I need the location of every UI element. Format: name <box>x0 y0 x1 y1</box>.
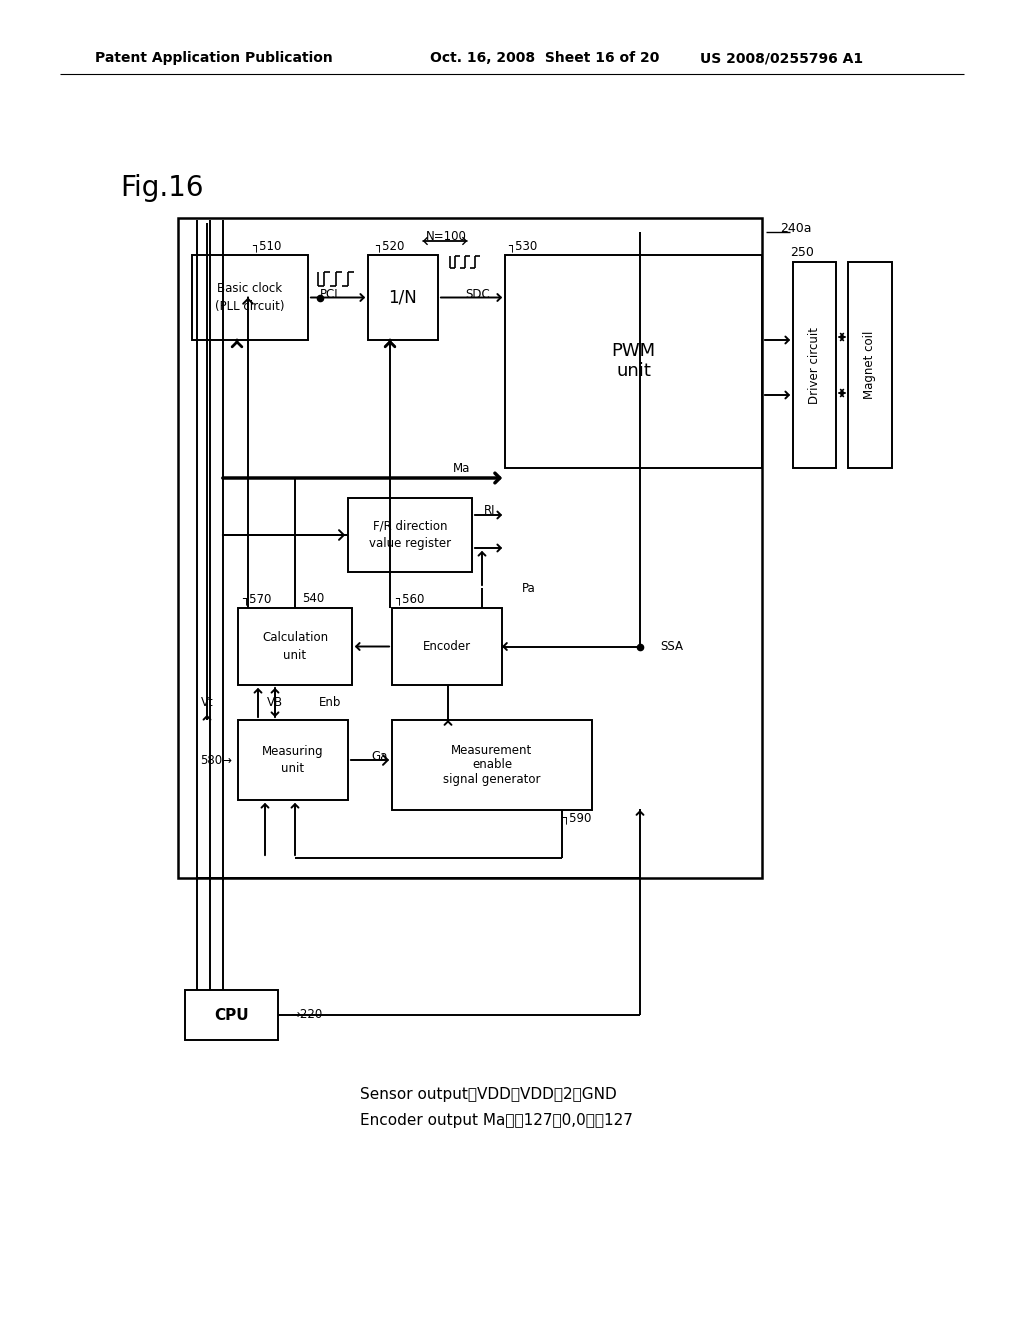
Text: RI: RI <box>484 503 496 516</box>
Text: 1/N: 1/N <box>389 289 418 306</box>
Text: PWM: PWM <box>611 342 655 360</box>
Text: Encoder output Ma：＋127～0,0～－127: Encoder output Ma：＋127～0,0～－127 <box>360 1113 633 1127</box>
Text: SSA: SSA <box>660 640 683 653</box>
Text: Basic clock: Basic clock <box>217 282 283 294</box>
Text: ┐510: ┐510 <box>252 239 282 252</box>
Bar <box>848 261 892 469</box>
Text: Sensor output：VDD～VDD／2～GND: Sensor output：VDD～VDD／2～GND <box>360 1088 616 1102</box>
Text: CPU: CPU <box>214 1007 249 1023</box>
Bar <box>185 990 278 1040</box>
Bar <box>238 719 348 800</box>
Text: →220: →220 <box>290 1008 323 1022</box>
Bar <box>193 255 308 341</box>
Text: US 2008/0255796 A1: US 2008/0255796 A1 <box>700 51 863 65</box>
Bar <box>178 218 762 878</box>
Text: SDC: SDC <box>466 288 490 301</box>
Text: Oct. 16, 2008  Sheet 16 of 20: Oct. 16, 2008 Sheet 16 of 20 <box>430 51 659 65</box>
Text: Patent Application Publication: Patent Application Publication <box>95 51 333 65</box>
Text: Measuring: Measuring <box>262 744 324 758</box>
Text: (PLL circuit): (PLL circuit) <box>215 300 285 313</box>
Text: Fig.16: Fig.16 <box>120 174 204 202</box>
Text: unit: unit <box>284 649 306 663</box>
Bar <box>238 609 352 685</box>
Text: 580→: 580→ <box>200 754 232 767</box>
Text: signal generator: signal generator <box>443 772 541 785</box>
Text: Ga: Ga <box>372 750 388 763</box>
Text: 540: 540 <box>302 593 325 606</box>
Text: ┐560: ┐560 <box>395 593 424 606</box>
Text: VB: VB <box>267 696 283 709</box>
Text: value register: value register <box>369 537 451 550</box>
Text: ┐570: ┐570 <box>242 593 271 606</box>
Text: enable: enable <box>472 759 512 771</box>
Text: Encoder: Encoder <box>423 640 471 653</box>
Text: ┐520: ┐520 <box>375 239 404 252</box>
Text: unit: unit <box>282 763 304 776</box>
Bar <box>392 609 502 685</box>
Text: Vt: Vt <box>201 696 213 709</box>
Text: Enb: Enb <box>318 696 341 709</box>
Text: Pa: Pa <box>522 582 536 594</box>
Text: Calculation: Calculation <box>262 631 328 644</box>
Text: ┐590: ┐590 <box>562 812 592 825</box>
Text: unit: unit <box>616 363 651 380</box>
Bar <box>348 498 472 572</box>
Text: N=100: N=100 <box>426 231 467 243</box>
Text: ┐530: ┐530 <box>508 239 538 252</box>
Text: F/R direction: F/R direction <box>373 520 447 532</box>
Bar <box>793 261 836 469</box>
Text: 250: 250 <box>790 246 814 259</box>
Text: Measurement: Measurement <box>452 744 532 758</box>
Bar <box>392 719 592 810</box>
Bar <box>368 255 438 341</box>
Text: PCL: PCL <box>319 288 342 301</box>
Bar <box>505 255 762 469</box>
Text: 240a: 240a <box>780 222 811 235</box>
Text: Ma: Ma <box>454 462 471 474</box>
Text: Driver circuit: Driver circuit <box>808 326 821 404</box>
Text: Magnet coil: Magnet coil <box>863 331 877 399</box>
